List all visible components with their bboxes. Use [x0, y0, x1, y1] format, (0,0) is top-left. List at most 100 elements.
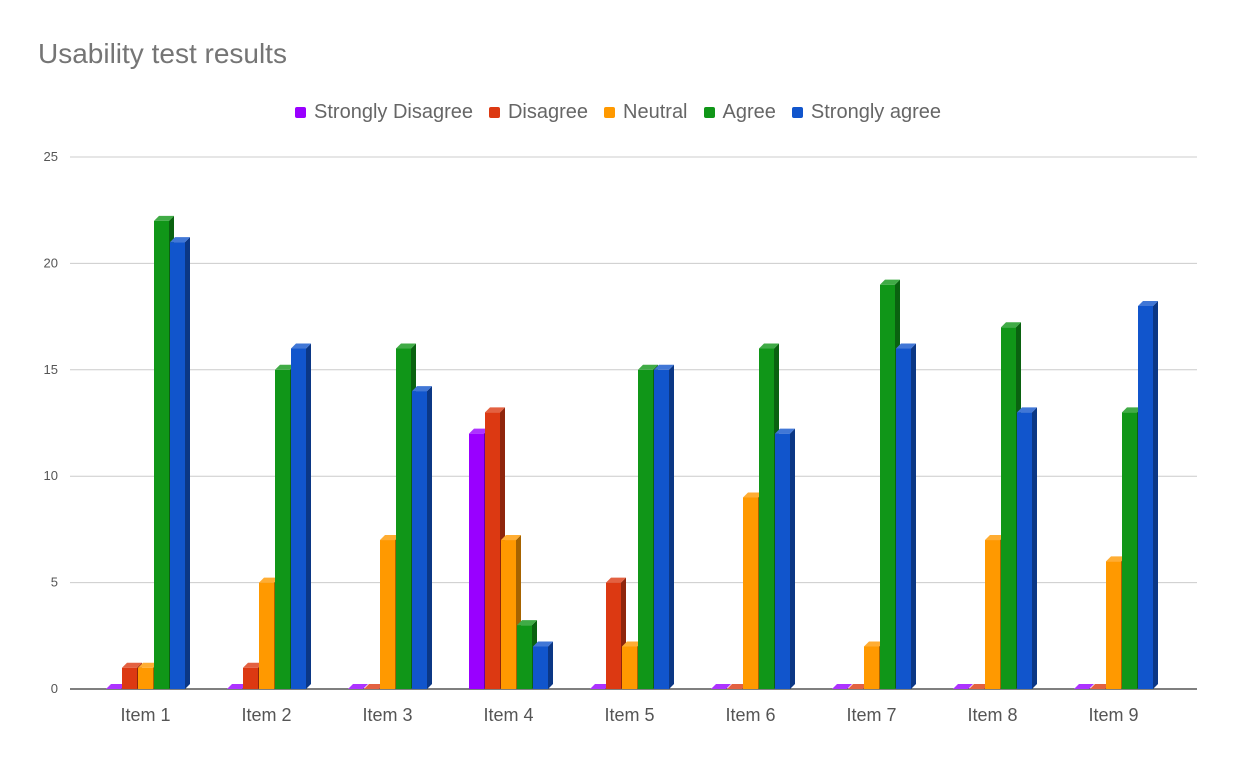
- bar-top: [1017, 407, 1037, 413]
- chart-title: Usability test results: [38, 38, 287, 69]
- legend-item-neutral[interactable]: Neutral: [604, 100, 688, 124]
- bar: [590, 684, 610, 689]
- y-tick-label: 15: [44, 362, 58, 377]
- bar-side: [1153, 300, 1158, 689]
- bar-front: [759, 348, 774, 689]
- legend-item-strongly-disagree[interactable]: Strongly Disagree: [295, 101, 473, 124]
- bar: [1090, 684, 1110, 689]
- legend-swatch-strongly-disagree: [295, 106, 307, 118]
- bar-top: [622, 641, 642, 647]
- y-tick-label: 5: [51, 575, 58, 590]
- legend-label-disagree: Disagree: [507, 100, 589, 123]
- bar: [953, 684, 973, 689]
- bar: [1017, 407, 1037, 689]
- legend-label-strongly-agree: Strongly agree: [810, 100, 941, 123]
- legend-label-neutral: Neutral: [623, 100, 688, 123]
- bar-top: [485, 407, 505, 413]
- bar-front: [1017, 412, 1032, 689]
- bar-side: [185, 237, 190, 689]
- legend-swatch-disagree: [488, 106, 500, 118]
- legend-item-disagree[interactable]: Disagree: [488, 100, 589, 124]
- bar-top: [985, 535, 1005, 541]
- bar-front: [485, 412, 500, 689]
- bar-top: [606, 577, 626, 583]
- x-tick-label: Item 3: [362, 705, 412, 725]
- bar-front: [1106, 561, 1121, 689]
- bar-front: [412, 391, 427, 689]
- bar-front: [606, 582, 621, 689]
- bar: [711, 684, 731, 689]
- bar-top: [227, 684, 247, 689]
- bar-front: [170, 242, 185, 689]
- bar-front: [1001, 327, 1016, 689]
- bar: [106, 684, 126, 689]
- legend-item-agree[interactable]: Agree: [703, 100, 776, 124]
- bar-top: [590, 684, 610, 689]
- bar-top: [1001, 322, 1021, 328]
- bar-top: [501, 535, 521, 541]
- legend-item-strongly-agree[interactable]: Strongly agree: [791, 100, 941, 124]
- bar: [775, 428, 795, 689]
- bar: [533, 641, 553, 689]
- bar-front: [469, 433, 484, 689]
- bar-front: [985, 540, 1000, 689]
- x-tick-label: Item 4: [483, 705, 533, 725]
- bar-front: [291, 348, 306, 689]
- bar-top: [469, 428, 489, 434]
- legend-swatch-neutral: [604, 106, 616, 118]
- bar-side: [306, 343, 311, 689]
- legend: Strongly Disagree Disagree Neutral Agree…: [0, 100, 1236, 124]
- bar-top: [880, 279, 900, 285]
- bar-front: [275, 369, 290, 689]
- bar-top: [1138, 300, 1158, 306]
- x-tick-label: Item 7: [846, 705, 896, 725]
- bar-top: [106, 684, 126, 689]
- bar-top: [122, 662, 142, 668]
- bar-top: [275, 364, 295, 370]
- bar-side: [669, 364, 674, 689]
- bar: [348, 684, 368, 689]
- y-tick-label: 25: [44, 149, 58, 164]
- legend-label-agree: Agree: [722, 100, 776, 123]
- bar-top: [711, 684, 731, 689]
- bar-top: [154, 215, 174, 221]
- bar-top: [953, 684, 973, 689]
- bar-top: [743, 492, 763, 498]
- bar-front: [154, 220, 169, 689]
- bar-front: [638, 369, 653, 689]
- bar-side: [790, 428, 795, 689]
- bar: [896, 343, 916, 689]
- bar-top: [1106, 556, 1126, 562]
- bar: [412, 386, 432, 689]
- bar: [759, 343, 779, 689]
- bar: [170, 237, 190, 689]
- bar-top: [864, 641, 884, 647]
- bar-front: [743, 497, 758, 689]
- bar-top: [848, 684, 868, 689]
- bar: [1138, 300, 1158, 689]
- bar-top: [412, 386, 432, 392]
- bar-side: [1032, 407, 1037, 689]
- x-tick-label: Item 2: [241, 705, 291, 725]
- y-tick-label: 0: [51, 681, 58, 696]
- bar-top: [396, 343, 416, 349]
- x-tick-label: Item 6: [725, 705, 775, 725]
- bar: [1074, 684, 1094, 689]
- x-tick-label: Item 8: [967, 705, 1017, 725]
- bar-top: [170, 237, 190, 243]
- bar-top: [969, 684, 989, 689]
- bar-top: [380, 535, 400, 541]
- bar-front: [864, 646, 879, 689]
- bar-front: [1138, 305, 1153, 689]
- x-tick-label: Item 5: [604, 705, 654, 725]
- bar-front: [880, 284, 895, 689]
- bar-front: [259, 582, 274, 689]
- bar-front: [243, 667, 258, 689]
- bar-top: [138, 662, 158, 668]
- legend-swatch-strongly-agree: [791, 106, 803, 118]
- bar-top: [364, 684, 384, 689]
- bar: [848, 684, 868, 689]
- bar-top: [896, 343, 916, 349]
- bar-front: [654, 369, 669, 689]
